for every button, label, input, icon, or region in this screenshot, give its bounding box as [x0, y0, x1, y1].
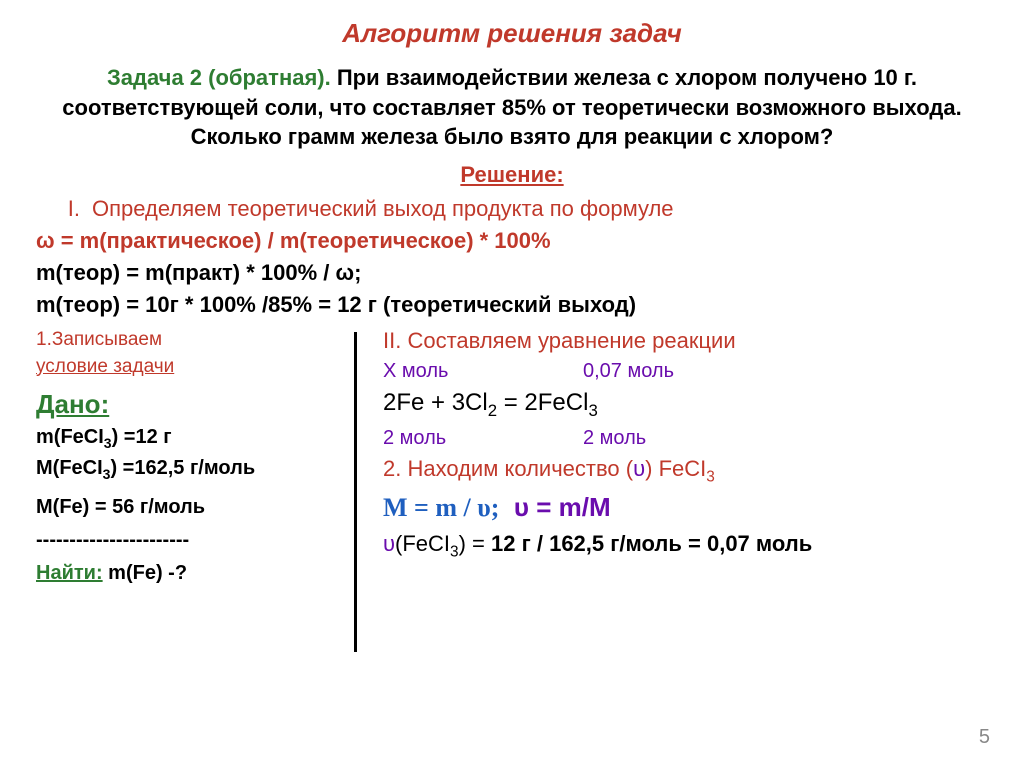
eq-b: = 2FeCl [497, 389, 588, 416]
equation: 2Fe + 3Cl2 = 2FeCl3 [383, 389, 988, 421]
divider-dashes: ----------------------- [36, 529, 346, 552]
page-number: 5 [979, 726, 990, 749]
g2a: M(FeCI [36, 457, 103, 479]
derive-line: m(теор) = m(практ) * 100% / ω; [36, 260, 988, 286]
f1: M = m / υ; [383, 493, 499, 522]
calc-line: m(теор) = 10г * 100% /85% = 12 г (теорет… [36, 292, 988, 318]
solution-label: Решение: [36, 162, 988, 188]
s2b: ) FeCI [645, 456, 706, 481]
problem-lead: Задача 2 (обратная). [107, 65, 337, 90]
mb2: 2 моль [583, 427, 646, 450]
right-head: II. Составляем уравнение реакции [383, 328, 988, 354]
given-line-2: M(FeCI3) =162,5 г/моль [36, 457, 346, 482]
given-line-3: M(Fe) = 56 г/моль [36, 496, 346, 519]
left-hdr1: 1.Записываем [36, 328, 346, 353]
solution-column: II. Составляем уравнение реакции X моль0… [383, 328, 988, 652]
dano-label: Дано: [36, 389, 346, 420]
given-line-1: m(FeCI3) =12 г [36, 426, 346, 451]
step2-line: 2. Находим количество (υ) FeCI3 [383, 456, 988, 486]
mb1: 2 моль [383, 427, 583, 450]
mol-top: X моль0,07 моль [383, 360, 988, 383]
formula-line: M = m / υ; υ = m/M [383, 492, 988, 523]
mol-bottom: 2 моль2 моль [383, 427, 988, 450]
slide-title: Алгоритм решения задач [36, 18, 988, 49]
mt1: X моль [383, 360, 583, 383]
g1a: m(FeCI [36, 426, 104, 448]
column-divider [354, 332, 357, 652]
find-line: Найти: m(Fe) -? [36, 562, 346, 585]
find-rest: m(Fe) -? [103, 562, 187, 584]
left-hdr2: условие задачи [36, 355, 346, 380]
problem-statement: Задача 2 (обратная). При взаимодействии … [36, 63, 988, 152]
calc-line-2: υ(FeCI3) = 12 г / 162,5 г/моль = 0,07 мо… [383, 531, 988, 561]
f2: υ = m/M [514, 492, 611, 522]
find-label: Найти: [36, 562, 103, 584]
given-column: 1.Записываем условие задачи Дано: m(FeCI… [36, 328, 346, 652]
g1b: ) =12 г [112, 426, 172, 448]
eq-a: 2Fe + 3Cl [383, 389, 488, 416]
g2b: ) =162,5 г/моль [110, 457, 255, 479]
mt2: 0,07 моль [583, 360, 674, 383]
s2a: 2. Находим количество ( [383, 456, 633, 481]
cc: 12 г / 162,5 г/моль = 0,07 моль [491, 531, 812, 556]
step1-roman: I. [42, 196, 92, 222]
two-column-area: 1.Записываем условие задачи Дано: m(FeCI… [36, 328, 988, 652]
yield-formula: ω = m(практическое) / m(теоретическое) *… [36, 228, 988, 254]
cb: ) = [459, 531, 491, 556]
step-1: I.Определяем теоретический выход продукт… [42, 196, 988, 222]
ca: (FeCI [395, 531, 450, 556]
step1-text: Определяем теоретический выход продукта … [92, 196, 674, 221]
